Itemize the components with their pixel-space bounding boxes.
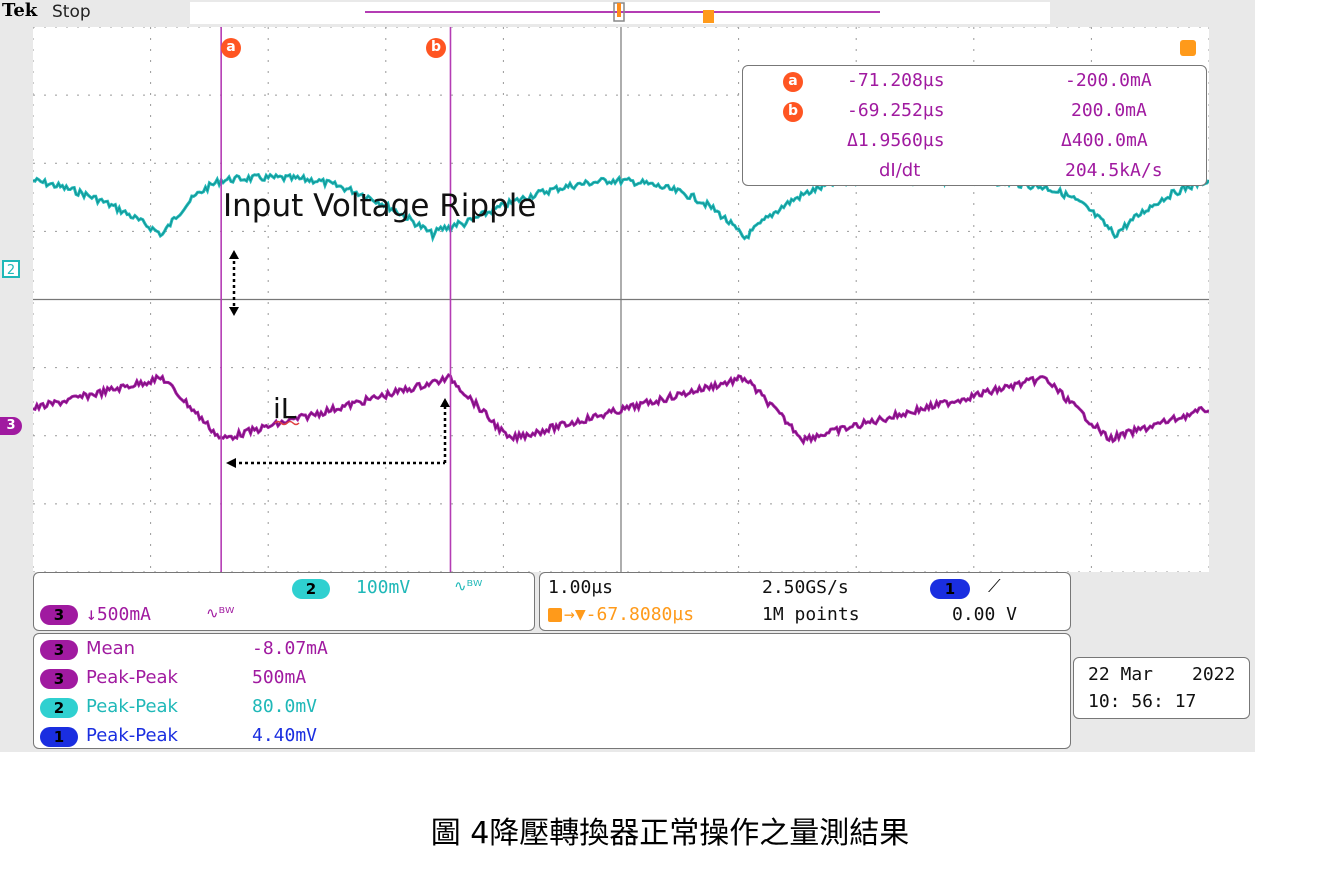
trigger-marker-icon: [703, 10, 714, 23]
acquisition-status: Stop: [52, 2, 91, 22]
spellcheck-underline: [274, 420, 300, 426]
trace-ch3-noise: [32, 374, 1210, 444]
arrow-head-up: [229, 250, 239, 259]
year: 2022: [1192, 664, 1236, 685]
cursor-a-value: -200.0mA: [1065, 70, 1152, 91]
trigger-position[interactable]: →▼-67.8080µs: [564, 604, 695, 625]
record-view-svg: [365, 2, 880, 23]
ch3-badge[interactable]: 3: [40, 605, 78, 625]
arrow-head-down: [229, 307, 239, 316]
cursor-delta-time: Δ1.9560µs: [847, 130, 945, 151]
measurement-name: Peak-Peak: [86, 696, 178, 717]
measurement-name: Peak-Peak: [86, 667, 178, 688]
cursor-delta-value: Δ400.0mA: [1061, 130, 1148, 151]
trigger-slope-icon[interactable]: ⟋: [988, 576, 1001, 597]
cursor-a-tag[interactable]: a: [221, 38, 241, 58]
arrow-head-left: [226, 458, 236, 468]
readout-b-tag: b: [783, 102, 803, 122]
record-view-bar: [190, 2, 1050, 24]
measurement-name: Mean: [86, 638, 136, 659]
inductor-current-label: iL: [273, 392, 297, 425]
measurement-channel-badge: 1: [40, 727, 78, 747]
ch3-scale[interactable]: ↓500mA: [86, 604, 152, 625]
cursor-readout-panel: a b -71.208µs -200.0mA -69.252µs 200.0mA…: [742, 65, 1207, 186]
trigger-level-icon: [1180, 40, 1196, 56]
figure-caption: 圖 4降壓轉換器正常操作之量測結果: [430, 816, 910, 851]
measurement-channel-badge: 3: [40, 640, 78, 660]
sample-rate: 2.50GS/s: [762, 577, 849, 598]
measurements-panel: 3 Mean -8.07mA 3 Peak-Peak 500mA 2 Peak-Peak 80.…: [33, 633, 1071, 749]
status-bar: Tek Stop: [0, 0, 1255, 26]
cursor-b-tag[interactable]: b: [426, 38, 446, 58]
ch2-scale[interactable]: 100mV: [356, 577, 411, 598]
datetime-panel: 22 Mar 2022 10: 56: 17: [1073, 657, 1250, 719]
waveform-plot: Input Voltage Ripple iL: [32, 26, 1211, 573]
cursor-rate-value: 204.5kA/s: [1065, 160, 1163, 181]
oscilloscope-display: Tek Stop Input Volta: [0, 0, 1255, 752]
measurement-value: 500mA: [252, 667, 307, 688]
vertical-settings-panel[interactable]: 2 100mV ∿ᴮᵂ 3 ↓500mA ∿ᴮᵂ: [33, 572, 535, 631]
date: 22 Mar: [1088, 664, 1154, 685]
horizontal-trigger-panel[interactable]: 1.00µs 2.50GS/s 1 ⟋ →▼-67.8080µs 1M poin…: [539, 572, 1071, 631]
arrow-head-rise: [440, 398, 450, 407]
brand-logo: Tek: [2, 0, 38, 21]
annotation-arrows: [226, 250, 450, 468]
ch2-bandwidth-icon: ∿ᴮᵂ: [454, 577, 483, 595]
measurement-name: Peak-Peak: [86, 725, 178, 746]
trigger-record-marker: [617, 3, 621, 17]
cursor-b-time: -69.252µs: [847, 100, 945, 121]
measurement-value: 80.0mV: [252, 696, 318, 717]
measurement-value: 4.40mV: [252, 725, 318, 746]
cursor-b-value: 200.0mA: [1071, 100, 1147, 121]
cursor-lines: [220, 27, 452, 572]
ch2-ground-marker[interactable]: 2: [2, 260, 20, 278]
measurement-value: -8.07mA: [252, 638, 328, 659]
trigger-source-badge[interactable]: 1: [930, 579, 970, 599]
trigger-level[interactable]: 0.00 V: [952, 604, 1018, 625]
measurement-channel-badge: 2: [40, 698, 78, 718]
ch3-bandwidth-icon: ∿ᴮᵂ: [206, 604, 235, 622]
timebase-scale[interactable]: 1.00µs: [548, 577, 614, 598]
trigger-position-icon: [548, 608, 562, 622]
ch3-ground-marker[interactable]: 3: [0, 417, 22, 435]
voltage-ripple-label: Input Voltage Ripple: [223, 188, 536, 224]
time: 10: 56: 17: [1088, 691, 1197, 712]
record-length[interactable]: 1M points: [762, 604, 860, 625]
measurement-channel-badge: 3: [40, 669, 78, 689]
cursor-a-time: -71.208µs: [847, 70, 945, 91]
ch2-badge[interactable]: 2: [292, 579, 330, 599]
cursor-rate-label: dI/dt: [879, 160, 921, 181]
readout-a-tag: a: [783, 72, 803, 92]
